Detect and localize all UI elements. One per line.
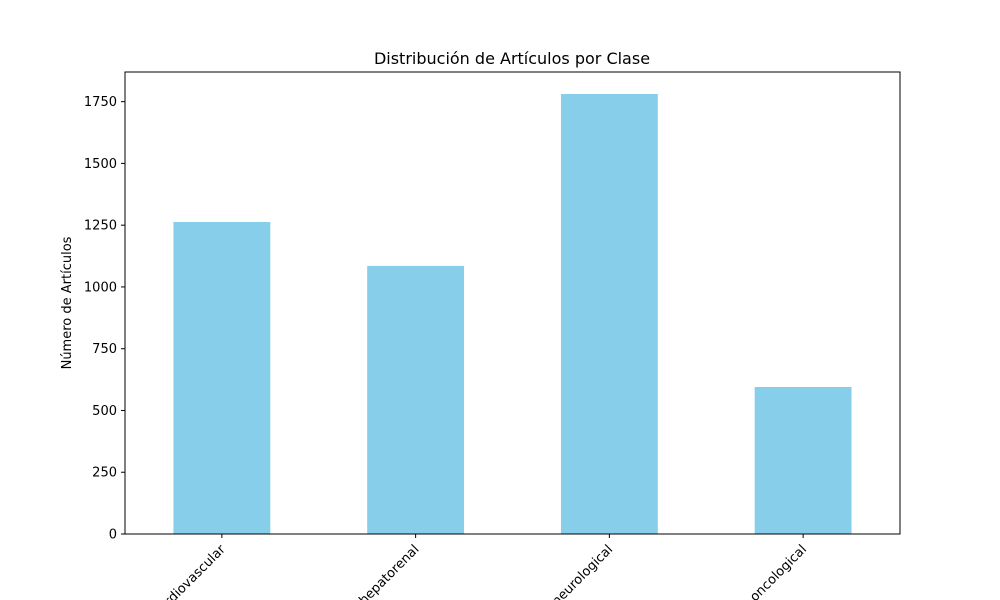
y-tick-label: 250: [92, 466, 117, 481]
y-tick-label: 1250: [84, 219, 117, 234]
y-tick-label: 1750: [84, 95, 117, 110]
plot-frame: [124, 71, 901, 535]
x-tick-label: oncological: [747, 542, 810, 600]
y-tick-label: 750: [92, 342, 117, 357]
y-axis-label: Número de Artículos: [60, 236, 75, 369]
x-tick-label: hepatorenal: [356, 542, 422, 600]
y-axis-ticks: 0 250 500 750 1000 1250 1500 1750: [84, 95, 125, 543]
x-tick-label: cardiovascular: [151, 542, 229, 600]
bar-cardiovascular: [173, 221, 271, 534]
bar-hepatorenal: [367, 265, 465, 534]
bar-oncological: [754, 387, 852, 534]
y-tick-label: 1000: [84, 280, 117, 295]
y-tick-label: 0: [109, 528, 117, 543]
y-tick-label: 500: [92, 404, 117, 419]
chart-title: Distribución de Artículos por Clase: [374, 49, 650, 68]
x-axis-ticks: cardiovascular hepatorenal neurological onc…: [151, 534, 810, 600]
y-tick-label: 1500: [84, 157, 117, 172]
bar-neurological: [560, 93, 658, 535]
x-tick-label: neurological: [549, 542, 616, 600]
bars-group: [173, 93, 852, 535]
